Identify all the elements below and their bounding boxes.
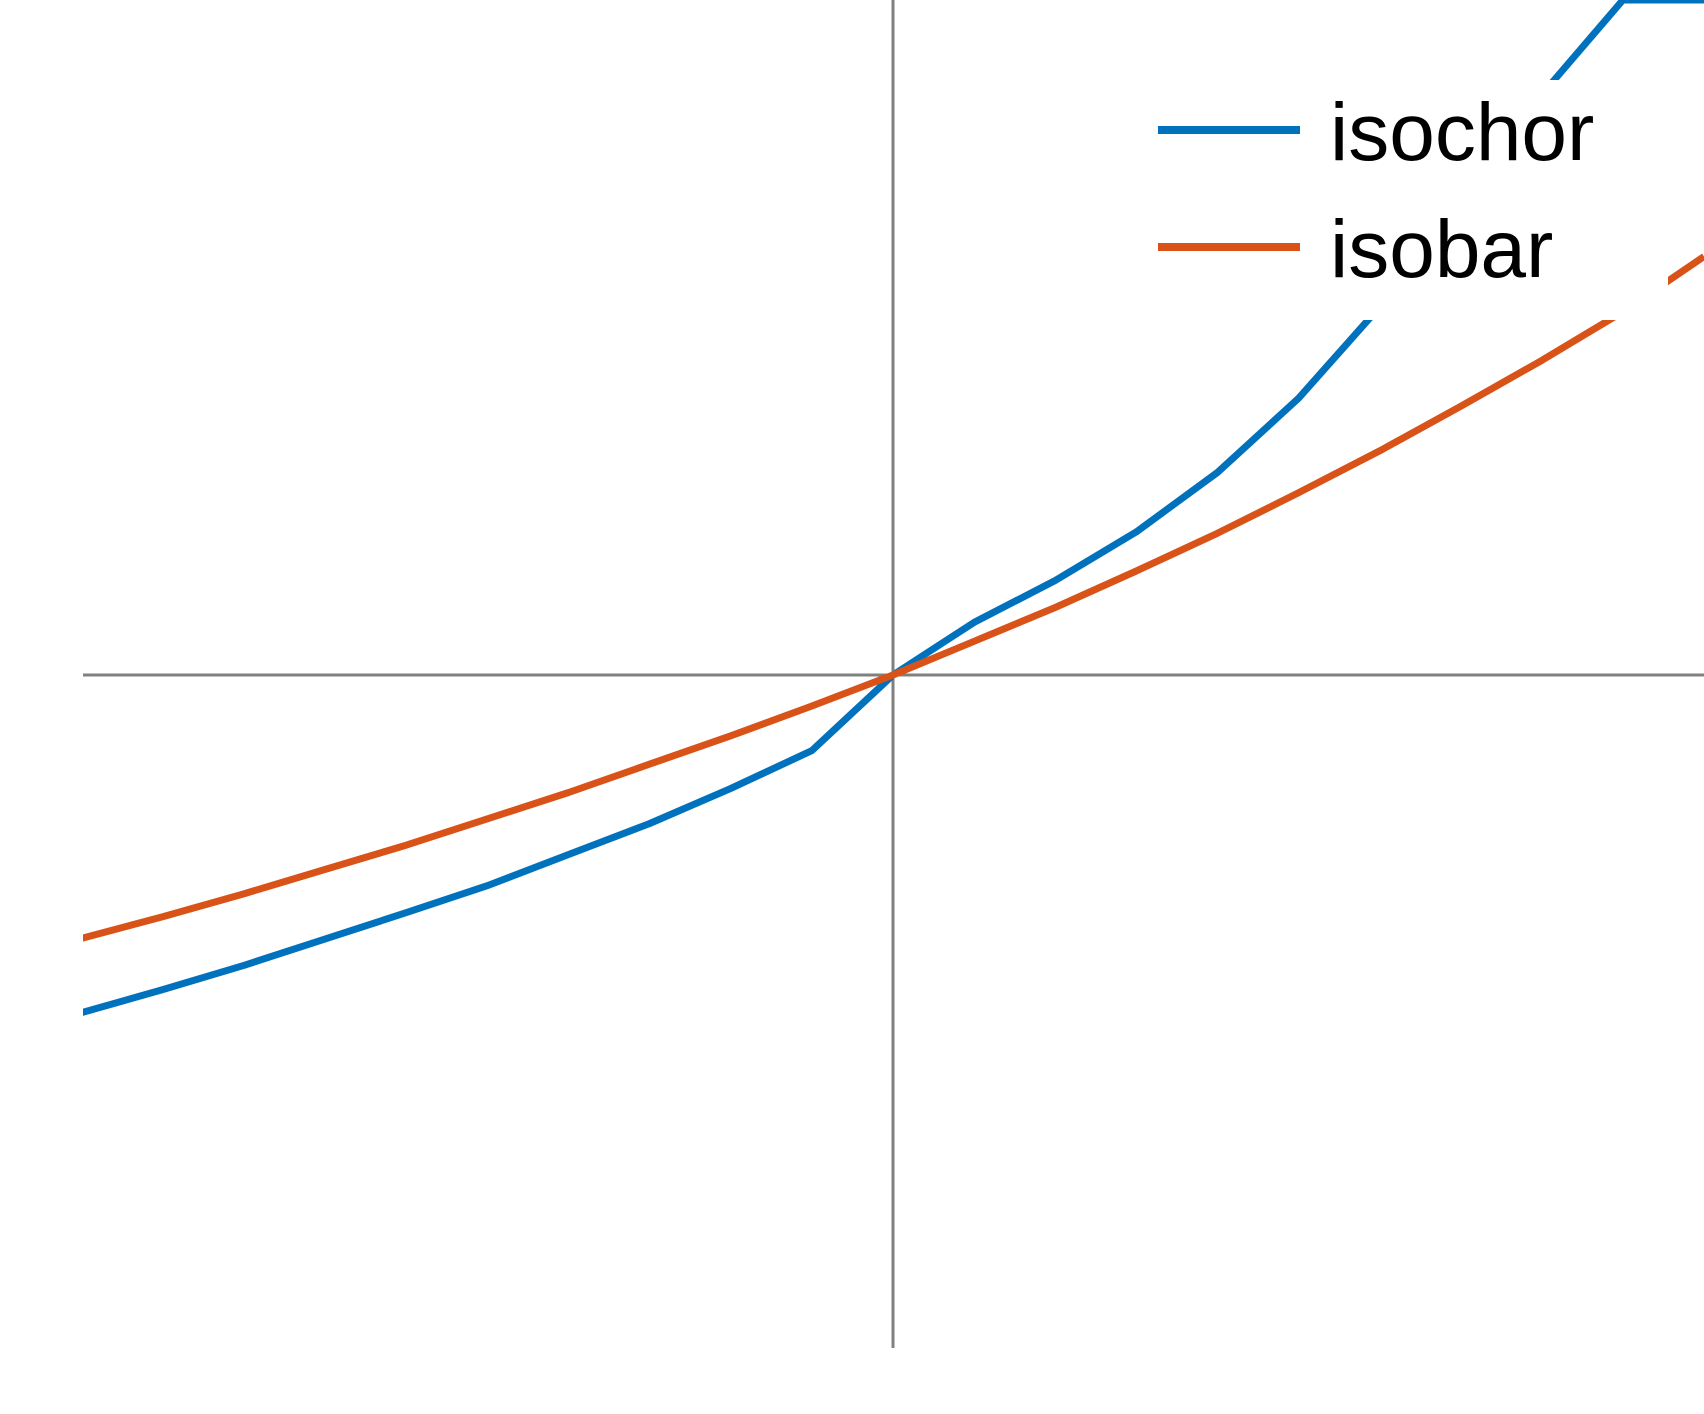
- legend: isochor isobar: [1138, 80, 1668, 320]
- legend-label-isochor: isochor: [1330, 87, 1594, 178]
- legend-label-isobar: isobar: [1330, 204, 1553, 295]
- series-line-isobar: [83, 253, 1704, 942]
- legend-background: [1138, 80, 1668, 320]
